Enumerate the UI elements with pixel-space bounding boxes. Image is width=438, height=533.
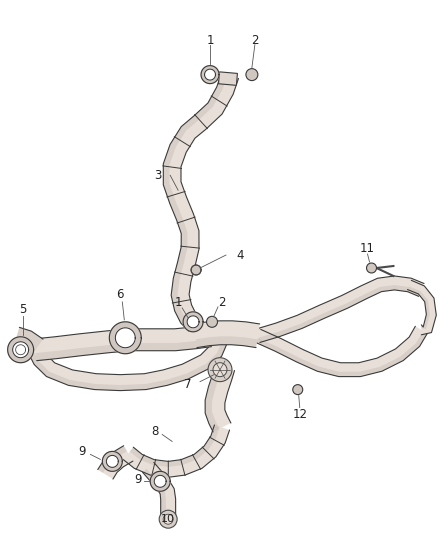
Circle shape <box>213 362 227 377</box>
Polygon shape <box>106 455 118 467</box>
Text: 10: 10 <box>161 514 175 524</box>
Text: 8: 8 <box>152 425 159 438</box>
Polygon shape <box>98 446 133 479</box>
Polygon shape <box>201 66 219 84</box>
Bar <box>219 72 237 85</box>
Polygon shape <box>187 316 199 328</box>
Text: 6: 6 <box>117 288 124 301</box>
Polygon shape <box>124 425 230 478</box>
Polygon shape <box>36 339 212 361</box>
Circle shape <box>207 317 218 327</box>
Polygon shape <box>163 73 227 331</box>
Circle shape <box>191 265 201 275</box>
Polygon shape <box>255 331 427 377</box>
Circle shape <box>293 385 303 394</box>
Polygon shape <box>115 328 135 348</box>
Text: 5: 5 <box>19 303 26 317</box>
Polygon shape <box>28 341 227 391</box>
Polygon shape <box>13 342 28 358</box>
Polygon shape <box>163 73 238 331</box>
Polygon shape <box>407 286 430 329</box>
Polygon shape <box>143 469 166 519</box>
Polygon shape <box>255 326 427 377</box>
Polygon shape <box>193 321 260 348</box>
Polygon shape <box>196 336 258 348</box>
Polygon shape <box>205 69 215 80</box>
Polygon shape <box>183 312 203 332</box>
Text: 9: 9 <box>134 473 142 486</box>
Polygon shape <box>8 337 34 362</box>
Circle shape <box>163 514 173 524</box>
Polygon shape <box>205 365 234 432</box>
Polygon shape <box>150 471 170 491</box>
Text: 9: 9 <box>79 445 86 458</box>
Circle shape <box>246 69 258 80</box>
Polygon shape <box>407 280 436 335</box>
Polygon shape <box>28 337 227 391</box>
Text: 2: 2 <box>251 34 258 47</box>
Circle shape <box>159 510 177 528</box>
Polygon shape <box>12 343 33 360</box>
Text: 2: 2 <box>218 296 226 309</box>
Polygon shape <box>258 285 420 343</box>
Polygon shape <box>35 325 212 361</box>
Text: 1: 1 <box>206 34 214 47</box>
Polygon shape <box>130 425 220 467</box>
Polygon shape <box>98 446 127 473</box>
Polygon shape <box>102 451 122 471</box>
Polygon shape <box>256 276 424 343</box>
Text: 1: 1 <box>174 296 182 309</box>
Polygon shape <box>205 365 222 432</box>
Text: 12: 12 <box>292 408 307 421</box>
Polygon shape <box>143 463 176 519</box>
Circle shape <box>208 358 232 382</box>
Polygon shape <box>110 322 141 354</box>
Text: 4: 4 <box>236 248 244 262</box>
Polygon shape <box>12 327 43 360</box>
Polygon shape <box>154 475 166 487</box>
Text: 3: 3 <box>155 169 162 182</box>
Text: 7: 7 <box>184 378 192 391</box>
Circle shape <box>367 263 377 273</box>
Text: 11: 11 <box>360 241 375 255</box>
